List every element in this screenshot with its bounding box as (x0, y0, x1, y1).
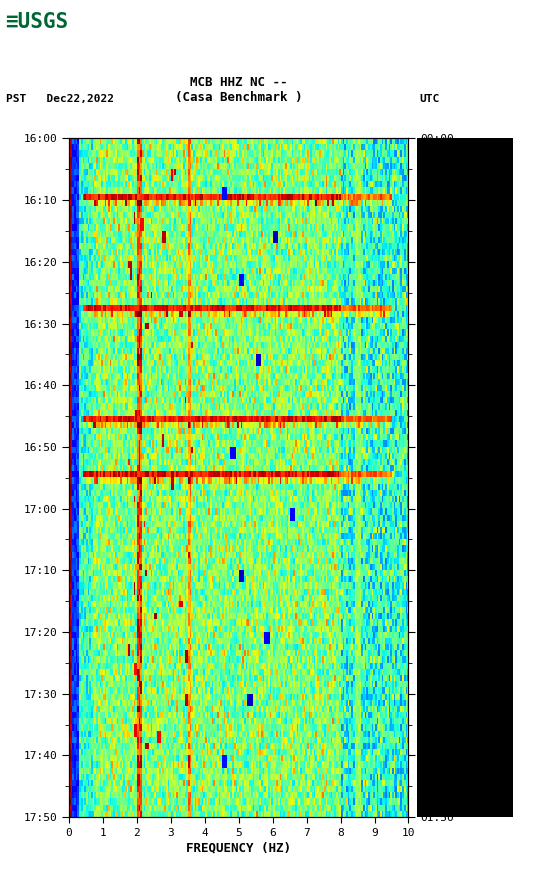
Text: UTC: UTC (420, 95, 440, 104)
X-axis label: FREQUENCY (HZ): FREQUENCY (HZ) (186, 842, 291, 855)
Text: ≡USGS: ≡USGS (6, 13, 68, 32)
Text: PST   Dec22,2022: PST Dec22,2022 (6, 95, 114, 104)
Text: MCB HHZ NC --: MCB HHZ NC -- (190, 76, 288, 89)
Text: (Casa Benchmark ): (Casa Benchmark ) (175, 91, 302, 104)
